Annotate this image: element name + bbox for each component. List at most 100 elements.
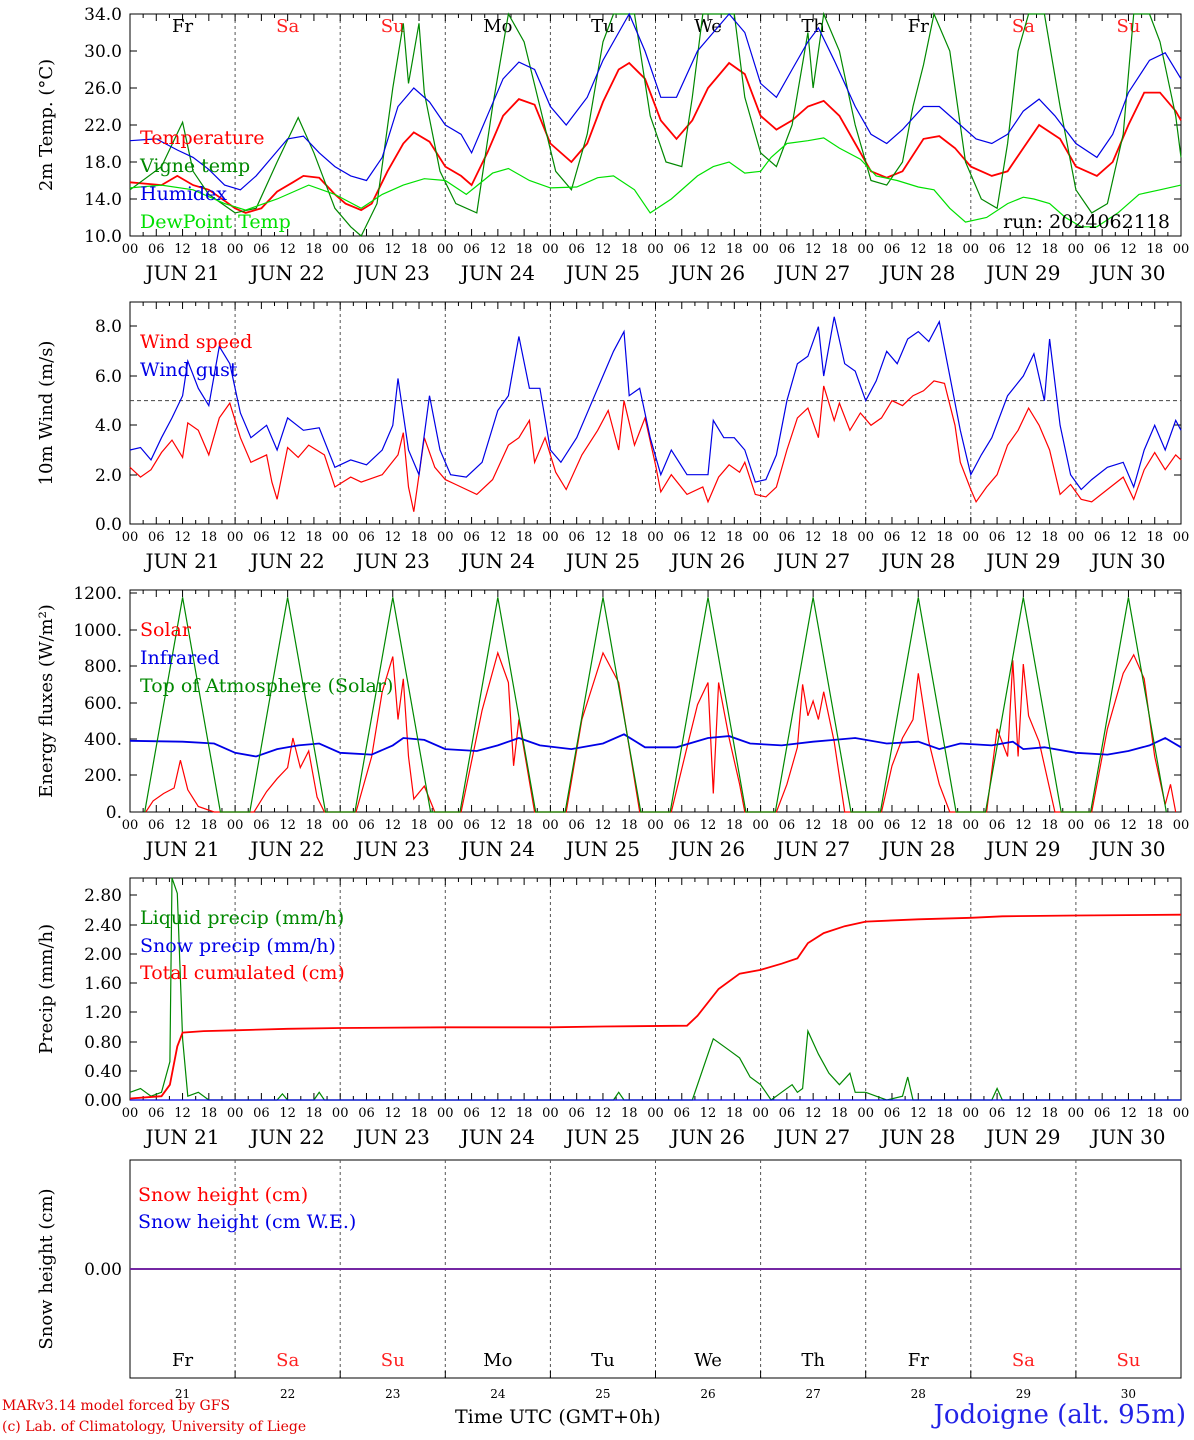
hour-tick-label: 18 [621, 242, 638, 257]
panel-wind: 00 06 12 18 00 06 12 18 00 06 12 18 00 06 12 18 00 06 12 18… [36, 301, 1190, 573]
hour-tick-label: 00 [542, 818, 559, 833]
weekday-label: Sa [1012, 1350, 1035, 1371]
date-label: JUN 24 [459, 1125, 535, 1149]
date-label: JUN 27 [774, 261, 850, 285]
hour-tick-label: 18 [936, 818, 953, 833]
hour-tick-label: 00 [857, 530, 874, 545]
date-label: JUN 25 [564, 837, 640, 861]
hour-tick-label: 18 [201, 818, 218, 833]
y-tick-label: 1200. [73, 584, 122, 604]
station-name: Jodoigne (alt. 95m) [933, 1400, 1186, 1430]
y-tick-label: 30.0 [84, 42, 122, 62]
y-tick-label: 200. [84, 766, 122, 786]
hour-tick-label: 18 [1146, 530, 1163, 545]
hour-tick-label: 18 [516, 530, 533, 545]
hour-tick-label: 00 [857, 242, 874, 257]
hour-tick-label: 12 [174, 1106, 191, 1121]
hour-tick-label: 12 [805, 530, 822, 545]
day-number-label: 22 [280, 1387, 295, 1401]
date-label: JUN 30 [1089, 1125, 1165, 1149]
hour-tick-label: 18 [831, 1106, 848, 1121]
legend-label: Solar [140, 619, 192, 641]
hour-tick-label: 18 [306, 818, 323, 833]
date-label: JUN 21 [143, 261, 219, 285]
lab-credit: (c) Lab. of Climatology, University of L… [2, 1419, 307, 1435]
hour-tick-label: 12 [910, 242, 927, 257]
date-label: JUN 23 [354, 261, 430, 285]
day-number-label: 26 [700, 1387, 715, 1401]
hour-tick-label: 06 [674, 530, 691, 545]
y-tick-label: 800. [84, 657, 122, 677]
panel-energy: 00 06 12 18 00 06 12 18 00 06 12 18 00 06 12 18 00 06 12 18… [36, 584, 1189, 861]
weekday-label: Su [1116, 1350, 1140, 1371]
y-tick-label: 400. [84, 730, 122, 750]
hour-tick-label: 18 [831, 530, 848, 545]
legend-label: Wind speed [140, 331, 252, 353]
date-label: JUN 28 [879, 1125, 955, 1149]
hour-tick-label: 12 [174, 530, 191, 545]
hour-tick-label: 12 [384, 530, 401, 545]
day-number-label: 25 [595, 1387, 610, 1401]
y-axis-label: Energy fluxes (W/m²) [36, 604, 57, 798]
hour-tick-label: 06 [779, 242, 796, 257]
hour-tick-label: 12 [805, 1106, 822, 1121]
hour-tick-label: 00 [1173, 530, 1190, 545]
day-number-label: 28 [911, 1387, 926, 1401]
hour-tick-label: 12 [700, 818, 717, 833]
y-tick-label: 0.0 [95, 515, 122, 535]
y-tick-label: 4.0 [95, 416, 122, 436]
hour-tick-label: 06 [884, 1106, 901, 1121]
legend-label: Snow precip (mm/h) [140, 935, 336, 957]
hour-tick-label: 00 [332, 242, 349, 257]
hour-tick-label: 06 [358, 530, 375, 545]
hour-tick-label: 12 [1120, 818, 1137, 833]
date-label: JUN 30 [1089, 261, 1165, 285]
day-number-label: 30 [1121, 1387, 1136, 1401]
run-label: run: 2024062118 [1003, 211, 1170, 233]
date-label: JUN 28 [879, 261, 955, 285]
hour-tick-label: 12 [595, 818, 612, 833]
hour-tick-label: 06 [463, 242, 480, 257]
hour-tick-label: 12 [1015, 818, 1032, 833]
date-label: JUN 26 [669, 261, 745, 285]
hour-tick-label: 18 [1041, 242, 1058, 257]
date-label: JUN 21 [143, 549, 219, 573]
hour-tick-label: 18 [516, 242, 533, 257]
hour-tick-label: 12 [595, 242, 612, 257]
hour-tick-label: 12 [910, 818, 927, 833]
y-tick-label: 1.60 [84, 974, 122, 994]
hour-tick-label: 12 [1015, 242, 1032, 257]
legend-label: DewPoint Temp [140, 211, 291, 233]
hour-tick-label: 00 [1173, 818, 1190, 833]
hour-tick-label: 06 [358, 242, 375, 257]
hour-tick-label: 12 [490, 530, 507, 545]
hour-tick-label: 06 [1094, 818, 1111, 833]
hour-tick-label: 00 [647, 242, 664, 257]
hour-tick-label: 00 [542, 242, 559, 257]
hour-tick-label: 06 [253, 818, 270, 833]
hour-tick-label: 12 [279, 1106, 296, 1121]
hour-tick-label: 00 [647, 818, 664, 833]
weekday-label: Sa [276, 1350, 299, 1371]
hour-tick-label: 06 [779, 530, 796, 545]
hour-tick-label: 00 [437, 530, 454, 545]
hour-tick-label: 06 [463, 818, 480, 833]
hour-tick-label: 18 [201, 242, 218, 257]
y-axis-label: 2m Temp. (°C) [36, 59, 57, 191]
x-axis-title: Time UTC (GMT+0h) [455, 1406, 661, 1428]
hour-tick-label: 18 [621, 818, 638, 833]
hour-tick-label: 12 [1120, 1106, 1137, 1121]
date-label: JUN 25 [564, 261, 640, 285]
hour-tick-label: 18 [726, 242, 743, 257]
hour-tick-label: 06 [1094, 1106, 1111, 1121]
date-label: JUN 29 [984, 1125, 1060, 1149]
hour-tick-label: 06 [884, 530, 901, 545]
legend-label: Humidex [140, 183, 227, 205]
hour-tick-label: 12 [595, 530, 612, 545]
weekday-label: Sa [1012, 16, 1035, 37]
hour-tick-label: 12 [384, 242, 401, 257]
panel-temperature: 00 06 12 18 00 06 12 18 00 06 12 18 00 06 12 18 00 06 12 18… [36, 5, 1189, 285]
date-label: JUN 24 [459, 549, 535, 573]
hour-tick-label: 00 [647, 530, 664, 545]
hour-tick-label: 06 [358, 818, 375, 833]
